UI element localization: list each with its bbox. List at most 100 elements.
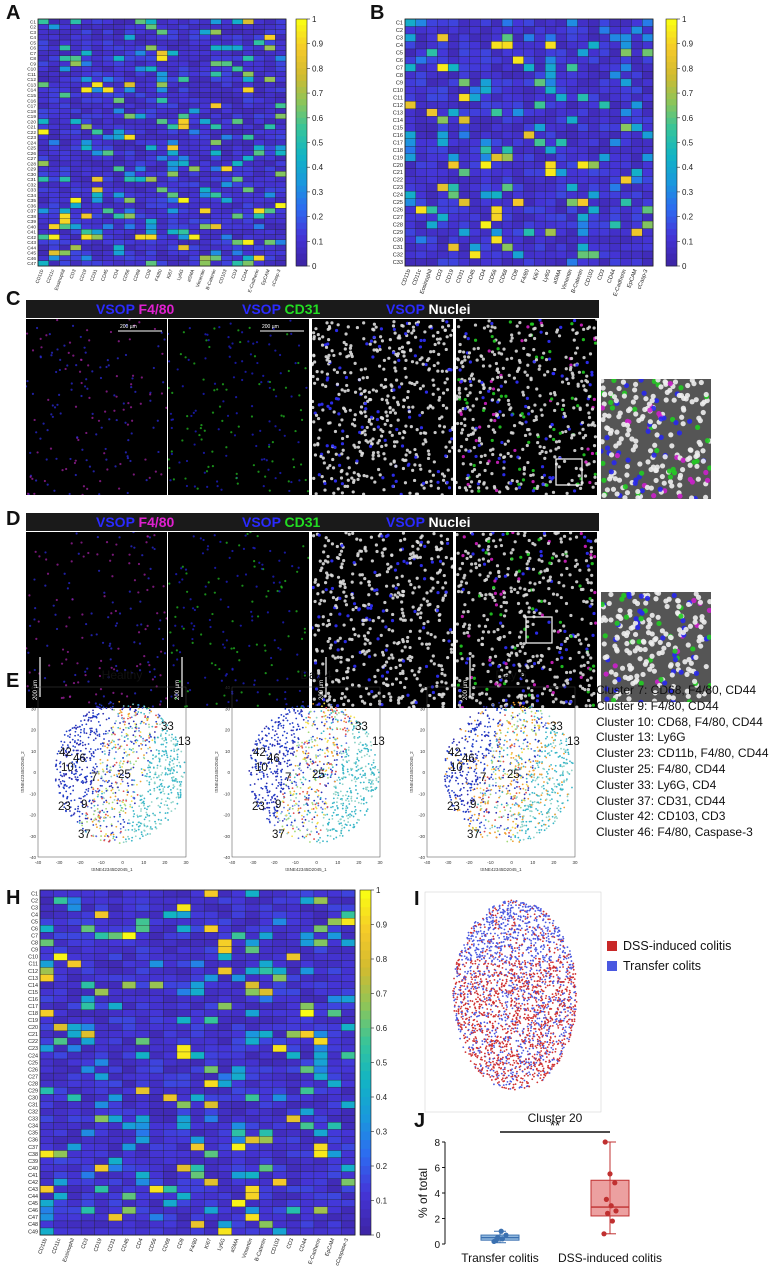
micro-pixel [548, 434, 552, 438]
heatmap-h-cell [108, 1150, 123, 1159]
heatmap-b-cell [609, 213, 622, 222]
micro-pixel [126, 491, 129, 495]
heatmap-h-colorbar-step [360, 1079, 371, 1089]
heatmap-h-cell [149, 1023, 164, 1032]
heatmap-b-cell [491, 93, 503, 102]
micro-pixel [408, 450, 412, 454]
heatmap-b-cell [620, 235, 632, 245]
micro-pixel [468, 408, 472, 412]
heatmap-h-cell [149, 1016, 164, 1025]
heatmap-h-cell [217, 1213, 233, 1222]
micro-pixel [85, 431, 88, 435]
heatmap-h-cell [341, 932, 356, 940]
micro-pixel [586, 447, 590, 451]
heatmap-h-cell [121, 981, 137, 990]
heatmap-b-cell [458, 56, 471, 65]
micro-pixel [451, 446, 453, 450]
micro-pixel [99, 480, 102, 483]
micro-pixel [109, 330, 113, 334]
heatmap-b-cell [609, 146, 622, 155]
heatmap-h-row-label: C34 [28, 1124, 38, 1130]
micro-pixel [471, 431, 475, 435]
heatmap-h-row-label: C21 [28, 1032, 38, 1038]
heatmap-b-cell [555, 48, 568, 57]
micro-pixel [202, 378, 205, 381]
heatmap-b-cell [480, 176, 492, 185]
heatmap-h-cell [217, 917, 233, 926]
heatmap-h-cell [231, 1206, 246, 1215]
micro-pixel [45, 458, 48, 461]
heatmap-h-cell [258, 1220, 274, 1229]
micro-pixel [208, 345, 211, 349]
heatmap-b-cell [512, 78, 525, 87]
heatmap-h-cell [231, 1171, 246, 1180]
heatmap-h-cell [204, 1213, 219, 1222]
heatmap-b-cell [501, 213, 514, 222]
heatmap-a-row-label: C6 [30, 46, 36, 52]
heatmap-b-colorbar-tick-label: 0.4 [682, 163, 694, 172]
zoom-pixel [609, 405, 616, 411]
heatmap-h-cell [258, 1164, 274, 1173]
heatmap-h-row-label: C26 [28, 1067, 38, 1073]
heatmap-b-cell [642, 168, 654, 177]
heatmap-h-cell [341, 1079, 356, 1088]
heatmap-h-cell [163, 1108, 178, 1116]
heatmap-b-cell [458, 26, 471, 35]
heatmap-h-cell [231, 974, 246, 983]
heatmap-h-cell [135, 960, 151, 968]
heatmap-b-cell [491, 63, 503, 72]
heatmap-b-cell [642, 228, 654, 237]
micro-pixel [317, 473, 321, 477]
heatmap-b-cell [512, 33, 525, 42]
heatmap-h-row-label: C30 [28, 1096, 38, 1102]
micro-pixel [345, 484, 350, 488]
heatmap-b-cell [534, 101, 546, 110]
heatmap-h-cell [135, 953, 151, 961]
heatmap-b-cell [491, 220, 503, 230]
micro-pixel [436, 330, 440, 335]
micro-pixel [561, 398, 565, 402]
heatmap-h-cell [108, 1157, 123, 1166]
heatmap-h-cell [245, 1213, 260, 1222]
heatmap-h-cell [94, 981, 109, 990]
heatmap-b-cell [566, 250, 578, 259]
micro-pixel [379, 428, 383, 432]
micro-pixel [582, 356, 586, 360]
heatmap-b-cell [544, 176, 557, 185]
heatmap-h-cell [286, 1157, 301, 1166]
heatmap-h-cell [149, 1129, 164, 1137]
heatmap-a-row-label: C16 [27, 98, 36, 104]
heatmap-b-cell [437, 41, 449, 50]
heatmap-h-cell [258, 1023, 274, 1032]
heatmap-b-row-label: C17 [393, 140, 403, 146]
heatmap-h-cell [149, 1037, 164, 1046]
heatmap-h-cell [286, 988, 301, 997]
heatmap-b-cell [404, 41, 417, 50]
micro-pixel [464, 332, 468, 336]
heatmap-h-row-label: C16 [28, 997, 38, 1003]
micro-pixel [472, 445, 476, 450]
heatmap-h-cell [53, 995, 68, 1004]
heatmap-h-cell [176, 932, 192, 940]
heatmap-b-cell [609, 108, 622, 117]
heatmap-a-col-label: CD4 [112, 268, 121, 279]
heatmap-b-cell [620, 86, 632, 95]
heatmap-b-cell [512, 131, 525, 140]
heatmap-h-cell [108, 981, 123, 990]
heatmap-b-cell [598, 235, 611, 245]
heatmap-h-cell [135, 1101, 151, 1109]
micro-pixel [100, 426, 103, 429]
micro-pixel [460, 431, 464, 435]
micro-pixel [426, 449, 431, 453]
heatmap-h-cell [231, 1101, 246, 1109]
heatmap-h-colorbar-step [360, 1045, 371, 1055]
micro-pixel [495, 488, 499, 493]
micro-pixel [391, 408, 395, 412]
heatmap-h-cell [176, 1122, 192, 1130]
micro-pixel [427, 357, 431, 361]
heatmap-h-cell [217, 925, 233, 933]
heatmap-b-cell [469, 198, 481, 207]
heatmap-b-cell [501, 71, 514, 80]
heatmap-h-cell [176, 1065, 192, 1074]
heatmap-h-cell [135, 1150, 151, 1159]
